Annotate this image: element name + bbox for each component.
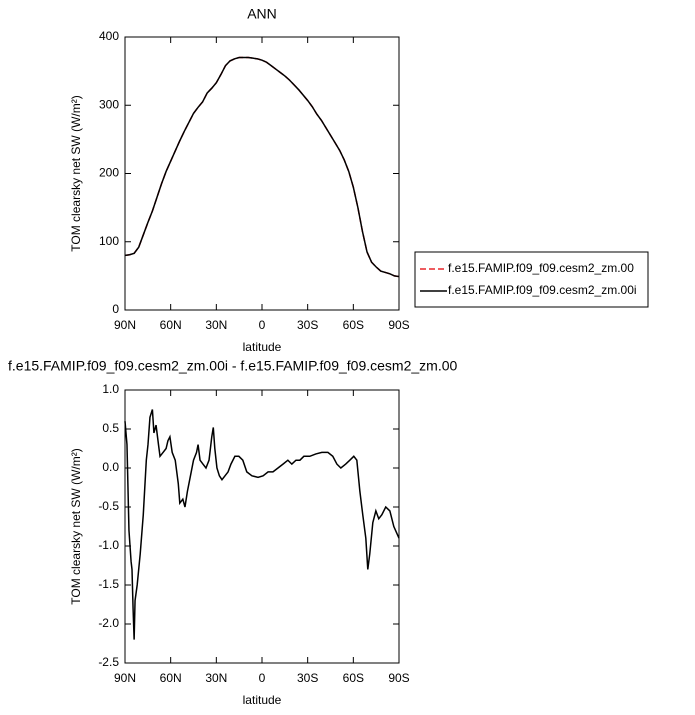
data-line — [124, 56, 400, 278]
y-tick-label: -1.0 — [98, 538, 119, 552]
x-tick-label: 90S — [388, 671, 409, 685]
plot-frame — [124, 389, 400, 664]
x-tick-label: 30S — [297, 318, 318, 332]
x-tick-label: 90N — [114, 318, 136, 332]
legend-label: f.e15.FAMIP.f09_f09.cesm2_zm.00i — [448, 283, 637, 297]
y-tick-label: 0 — [112, 302, 119, 316]
y-tick-label: -1.5 — [98, 577, 119, 591]
legend-label: f.e15.FAMIP.f09_f09.cesm2_zm.00 — [448, 261, 634, 275]
x-tick-label: 60S — [343, 318, 364, 332]
y-axis-label: TOM clearsky net SW (W/m²) — [69, 95, 83, 251]
y-tick-label: -2.0 — [98, 616, 119, 630]
y-tick-label: 200 — [99, 166, 119, 180]
x-tick-label: 90N — [114, 671, 136, 685]
data-line — [124, 409, 400, 640]
x-tick-label: 30S — [297, 671, 318, 685]
y-tick-label: 100 — [99, 234, 119, 248]
y-tick-label: 0.0 — [102, 460, 119, 474]
x-axis-label: latitude — [243, 693, 282, 707]
y-tick-label: -2.5 — [98, 655, 119, 669]
x-tick-label: 0 — [259, 671, 266, 685]
x-axis-label: latitude — [243, 340, 282, 354]
chart-title: f.e15.FAMIP.f09_f09.cesm2_zm.00i - f.e15… — [8, 358, 457, 374]
x-tick-label: 30N — [205, 318, 227, 332]
y-tick-label: -0.5 — [98, 499, 119, 513]
y-axis-label: TOM clearsky net SW (W/m²) — [69, 448, 83, 604]
x-tick-label: 90S — [388, 318, 409, 332]
x-tick-label: 60N — [160, 671, 182, 685]
x-tick-label: 60S — [343, 671, 364, 685]
y-tick-label: 0.5 — [102, 421, 119, 435]
data-line — [124, 56, 400, 278]
y-tick-label: 1.0 — [102, 382, 119, 396]
plot-frame — [124, 36, 400, 311]
legend-box — [414, 251, 649, 308]
y-tick-label: 400 — [99, 29, 119, 43]
x-tick-label: 0 — [259, 318, 266, 332]
chart-title: ANN — [247, 6, 277, 22]
x-tick-label: 30N — [205, 671, 227, 685]
x-tick-label: 60N — [160, 318, 182, 332]
y-tick-label: 300 — [99, 97, 119, 111]
